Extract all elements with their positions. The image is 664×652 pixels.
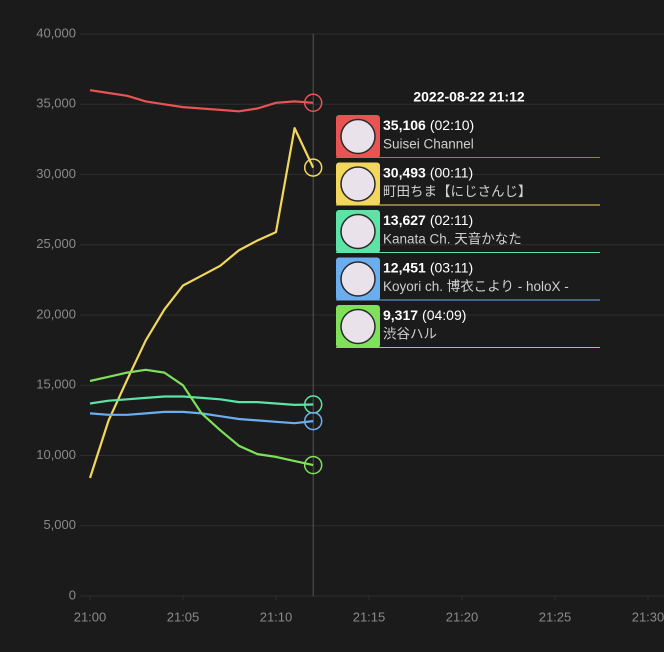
y-tick-label: 0	[69, 587, 76, 602]
tooltip-value: 13,627 (02:11)	[383, 212, 473, 228]
hover-point	[303, 411, 323, 431]
tooltip-item: 13,627 (02:11) Kanata Ch. 天音かなた	[336, 210, 600, 253]
tooltip-value: 9,317 (04:09)	[383, 307, 466, 323]
tooltip-value-number: 30,493	[383, 164, 426, 180]
tooltip-title: 2022-08-22 21:12	[413, 89, 525, 105]
x-tick-label: 21:05	[167, 609, 200, 624]
y-tick-label: 35,000	[36, 96, 76, 111]
tooltip-value-number: 12,451	[383, 259, 426, 275]
avatar	[340, 166, 376, 202]
y-tick-label: 30,000	[36, 166, 76, 181]
tooltip-value-number: 35,106	[383, 117, 426, 133]
tooltip-value: 35,106 (02:10)	[383, 117, 474, 133]
tooltip-duration: (02:10)	[430, 117, 474, 133]
x-tick-label: 21:20	[446, 609, 479, 624]
series-line	[88, 127, 315, 479]
tooltip-duration: (04:09)	[422, 307, 466, 323]
tooltip-item: 9,317 (04:09) 渋谷ハル	[336, 305, 600, 348]
tooltip-duration: (00:11)	[430, 164, 473, 180]
series-line	[89, 395, 314, 406]
avatar	[340, 118, 376, 155]
tooltip-value-number: 9,317	[383, 307, 418, 323]
tooltip-duration: (03:11)	[430, 259, 473, 275]
tooltip-duration: (02:11)	[430, 212, 473, 228]
x-tick-label: 21:10	[260, 609, 293, 624]
tooltip-value-number: 13,627	[383, 212, 426, 228]
x-tick-label: 21:15	[353, 609, 386, 624]
y-tick-label: 40,000	[36, 25, 76, 40]
tooltip-value: 30,493 (00:11)	[383, 164, 473, 180]
y-tick-label: 25,000	[36, 236, 76, 251]
x-tick-label: 21:25	[539, 609, 572, 624]
tooltip-item: 30,493 (00:11) 町田ちま【にじさんじ】	[336, 162, 600, 206]
tooltip-name: 渋谷ハル	[383, 327, 437, 342]
avatar	[340, 308, 376, 345]
tooltip-value: 12,451 (03:11)	[383, 259, 473, 275]
x-tick-label: 21:00	[74, 609, 107, 624]
series-line	[89, 89, 314, 113]
y-tick-label: 10,000	[36, 447, 76, 462]
hover-point	[303, 93, 323, 113]
avatar	[340, 261, 376, 297]
y-tick-label: 15,000	[36, 377, 76, 392]
tooltip-name: Kanata Ch. 天音かなた	[383, 231, 522, 247]
avatar	[340, 213, 376, 250]
y-tick-label: 20,000	[36, 306, 76, 321]
tooltip-name: 町田ちま【にじさんじ】	[383, 184, 532, 199]
hover-point	[303, 455, 323, 475]
tooltip-item: 35,106 (02:10) Suisei Channel	[336, 115, 600, 158]
tooltip-name: Suisei Channel	[383, 137, 474, 152]
hover-point	[303, 158, 323, 177]
x-tick-label: 21:30	[632, 609, 664, 624]
y-tick-label: 5,000	[43, 517, 76, 532]
tooltip-name: Koyori ch. 博衣こより - holoX -	[383, 278, 569, 294]
tooltip-item: 12,451 (03:11) Koyori ch. 博衣こより - holoX -	[336, 257, 600, 301]
series-line	[89, 368, 314, 467]
